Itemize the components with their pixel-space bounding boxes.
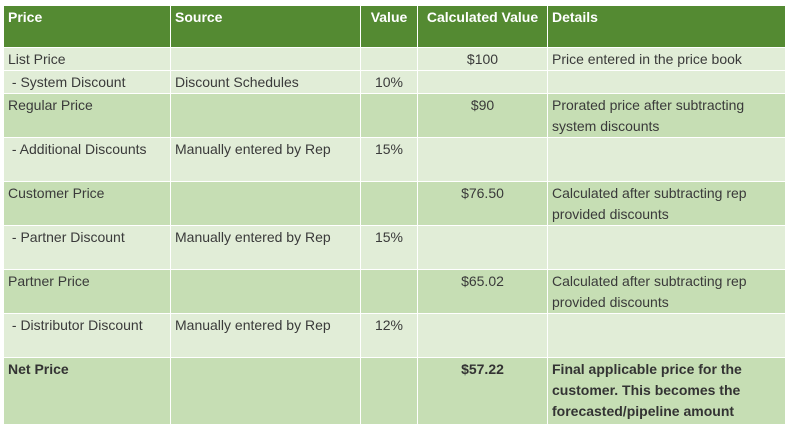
cell-calculated: $65.02 (417, 269, 548, 314)
cell-source (170, 269, 361, 314)
header-value: Value (360, 5, 418, 48)
cell-value (360, 93, 418, 138)
cell-details: Calculated after subtracting rep provide… (547, 181, 786, 226)
cell-details (547, 225, 786, 270)
cell-value: 10% (360, 70, 418, 94)
cell-price: Net Price (3, 357, 171, 425)
cell-source: Discount Schedules (170, 70, 361, 94)
cell-value (360, 269, 418, 314)
table-row: - Additional Discounts Manually entered … (3, 137, 786, 182)
cell-price: List Price (3, 47, 171, 71)
pricing-table: Price Source Value Calculated Value Deta… (3, 5, 786, 425)
cell-price: Partner Price (3, 269, 171, 314)
cell-details: Prorated price after subtracting system … (547, 93, 786, 138)
cell-calculated: $90 (417, 93, 548, 138)
table-row: Partner Price $65.02 Calculated after su… (3, 269, 786, 314)
table-row: - System Discount Discount Schedules 10% (3, 70, 786, 94)
cell-calculated: $57.22 (417, 357, 548, 425)
cell-source (170, 181, 361, 226)
cell-details: Calculated after subtracting rep provide… (547, 269, 786, 314)
cell-value (360, 357, 418, 425)
table-row: List Price $100 Price entered in the pri… (3, 47, 786, 71)
table-header-row: Price Source Value Calculated Value Deta… (3, 5, 786, 48)
cell-value: 15% (360, 137, 418, 182)
cell-price: - Partner Discount (3, 225, 171, 270)
cell-details: Final applicable price for the customer.… (547, 357, 786, 425)
cell-source: Manually entered by Rep (170, 137, 361, 182)
cell-price: - Distributor Discount (3, 313, 171, 358)
cell-value (360, 181, 418, 226)
cell-price: Regular Price (3, 93, 171, 138)
cell-details (547, 313, 786, 358)
cell-price: - System Discount (3, 70, 171, 94)
cell-value: 15% (360, 225, 418, 270)
cell-value (360, 47, 418, 71)
header-calculated-value: Calculated Value (417, 5, 548, 48)
cell-calculated (417, 225, 548, 270)
cell-calculated (417, 70, 548, 94)
table-row: - Partner Discount Manually entered by R… (3, 225, 786, 270)
cell-details (547, 137, 786, 182)
cell-source (170, 93, 361, 138)
table-row: - Distributor Discount Manually entered … (3, 313, 786, 358)
cell-calculated (417, 313, 548, 358)
table-row: Net Price $57.22 Final applicable price … (3, 357, 786, 425)
cell-calculated: $100 (417, 47, 548, 71)
header-source: Source (170, 5, 361, 48)
cell-details: Price entered in the price book (547, 47, 786, 71)
table-row: Customer Price $76.50 Calculated after s… (3, 181, 786, 226)
cell-price: Customer Price (3, 181, 171, 226)
cell-source: Manually entered by Rep (170, 225, 361, 270)
cell-details (547, 70, 786, 94)
cell-price: - Additional Discounts (3, 137, 171, 182)
header-details: Details (547, 5, 786, 48)
cell-calculated: $76.50 (417, 181, 548, 226)
cell-source (170, 357, 361, 425)
cell-calculated (417, 137, 548, 182)
cell-value: 12% (360, 313, 418, 358)
header-price: Price (3, 5, 171, 48)
cell-source: Manually entered by Rep (170, 313, 361, 358)
pricing-table-container: Price Source Value Calculated Value Deta… (3, 5, 786, 425)
cell-source (170, 47, 361, 71)
table-row: Regular Price $90 Prorated price after s… (3, 93, 786, 138)
